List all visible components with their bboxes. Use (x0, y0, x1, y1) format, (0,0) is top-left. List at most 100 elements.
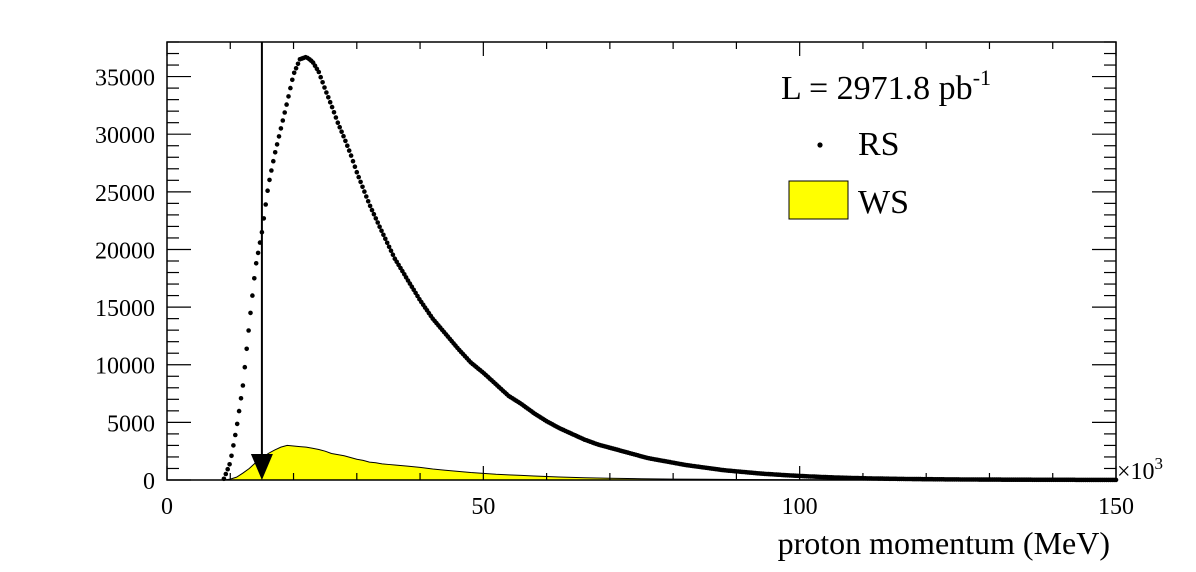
rs-data-point (271, 158, 276, 164)
rs-data-point (225, 466, 230, 472)
rs-data-point (337, 124, 343, 130)
y-tick-label: 0 (143, 469, 155, 495)
rs-data-point (229, 453, 234, 459)
legend-rs-marker (817, 142, 823, 148)
x-axis-multiplier-base: ×10 (1117, 459, 1155, 485)
rs-data-point (265, 188, 270, 193)
rs-data-point (234, 421, 240, 427)
y-tick-label: 20000 (95, 238, 155, 264)
rs-data-point (356, 174, 362, 180)
rs-data-point (384, 240, 390, 246)
rs-points-layer (221, 54, 1119, 483)
rs-data-point (236, 408, 242, 414)
rs-data-point (269, 168, 274, 173)
ws-histogram-fill (223, 445, 1116, 480)
rs-data-point (388, 248, 394, 253)
rs-data-point (276, 134, 282, 139)
x-axis-ticks: 0 50 100 150 (161, 42, 1134, 520)
rs-data-point (383, 236, 388, 242)
rs-data-point (316, 69, 322, 75)
rs-data-point (375, 220, 381, 225)
rs-data-point (252, 276, 257, 281)
rs-data-point (373, 216, 379, 221)
rs-data-point (324, 90, 329, 95)
x-tick-label: 100 (782, 494, 818, 520)
rs-data-point (367, 203, 373, 209)
rs-data-point (282, 110, 288, 115)
rs-data-point (386, 244, 392, 250)
rs-data-point (286, 94, 291, 99)
rs-data-point (364, 194, 369, 199)
y-tick-label: 25000 (95, 181, 155, 207)
rs-data-point (326, 95, 331, 100)
rs-data-point (377, 224, 382, 229)
rs-data-point (350, 158, 356, 164)
rs-data-point (240, 383, 246, 388)
rs-data-point (329, 104, 335, 110)
rs-data-point (333, 115, 339, 120)
y-tick-label: 5000 (107, 411, 155, 437)
legend-ws-label: WS (858, 184, 909, 221)
rs-data-point (291, 70, 297, 76)
rs-data-point (250, 293, 255, 298)
y-tick-label: 10000 (95, 354, 155, 380)
rs-data-point (390, 252, 396, 257)
cut-arrow-head (250, 454, 273, 480)
rs-data-point (267, 177, 272, 183)
rs-data-point (371, 211, 377, 217)
luminosity-label: L = 2971.8 pb-1 (781, 65, 991, 107)
rs-data-point (345, 143, 350, 148)
rs-data-point (352, 164, 358, 169)
cut-marker-layer (250, 42, 273, 480)
rs-data-point (227, 462, 232, 467)
rs-data-point (341, 133, 346, 139)
rs-data-point (335, 120, 341, 125)
rs-data-point (365, 199, 371, 204)
rs-data-point (379, 228, 384, 234)
luminosity-value: L = 2971.8 pb (781, 70, 973, 107)
rs-data-point (233, 432, 238, 438)
rs-data-point (339, 129, 344, 134)
rs-data-point (346, 148, 352, 153)
rs-data-point (263, 202, 269, 207)
rs-data-point (255, 250, 261, 256)
rs-data-point (246, 328, 251, 333)
rs-data-point (354, 169, 360, 175)
rs-data-point (358, 179, 363, 185)
rs-data-point (381, 232, 386, 238)
legend-rs-label: RS (858, 126, 900, 163)
x-axis-multiplier-exponent: 3 (1155, 454, 1164, 473)
rs-data-point (331, 110, 337, 115)
rs-data-point (278, 126, 284, 131)
rs-data-point (248, 310, 253, 316)
rs-data-point (348, 153, 354, 158)
y-tick-label: 35000 (95, 66, 155, 92)
y-tick-label: 30000 (95, 123, 155, 149)
ws-histogram-layer (223, 444, 1117, 481)
rs-data-point (231, 443, 236, 448)
rs-data-point (253, 261, 259, 266)
rs-data-point (318, 74, 324, 80)
x-tick-label: 150 (1098, 494, 1134, 520)
x-tick-label: 50 (471, 494, 495, 520)
rs-data-point (327, 99, 333, 105)
y-tick-label: 15000 (95, 296, 155, 322)
rs-data-point (320, 80, 325, 85)
rs-data-point (290, 77, 295, 83)
rs-data-point (360, 184, 365, 190)
rs-data-point (242, 364, 248, 370)
rs-data-point (284, 102, 289, 107)
rs-data-point (288, 85, 293, 91)
ws-histogram-outline (223, 444, 1117, 481)
rs-data-point (280, 118, 286, 123)
luminosity-exponent: -1 (973, 65, 991, 90)
x-axis-multiplier: ×103 (1117, 454, 1163, 485)
legend-ws-swatch (788, 180, 849, 220)
rs-data-point (322, 85, 327, 90)
rs-data-point (293, 66, 299, 71)
legend: L = 2971.8 pb-1 RS WS (781, 65, 991, 221)
rs-data-point (238, 396, 244, 401)
rs-data-point (362, 189, 367, 194)
